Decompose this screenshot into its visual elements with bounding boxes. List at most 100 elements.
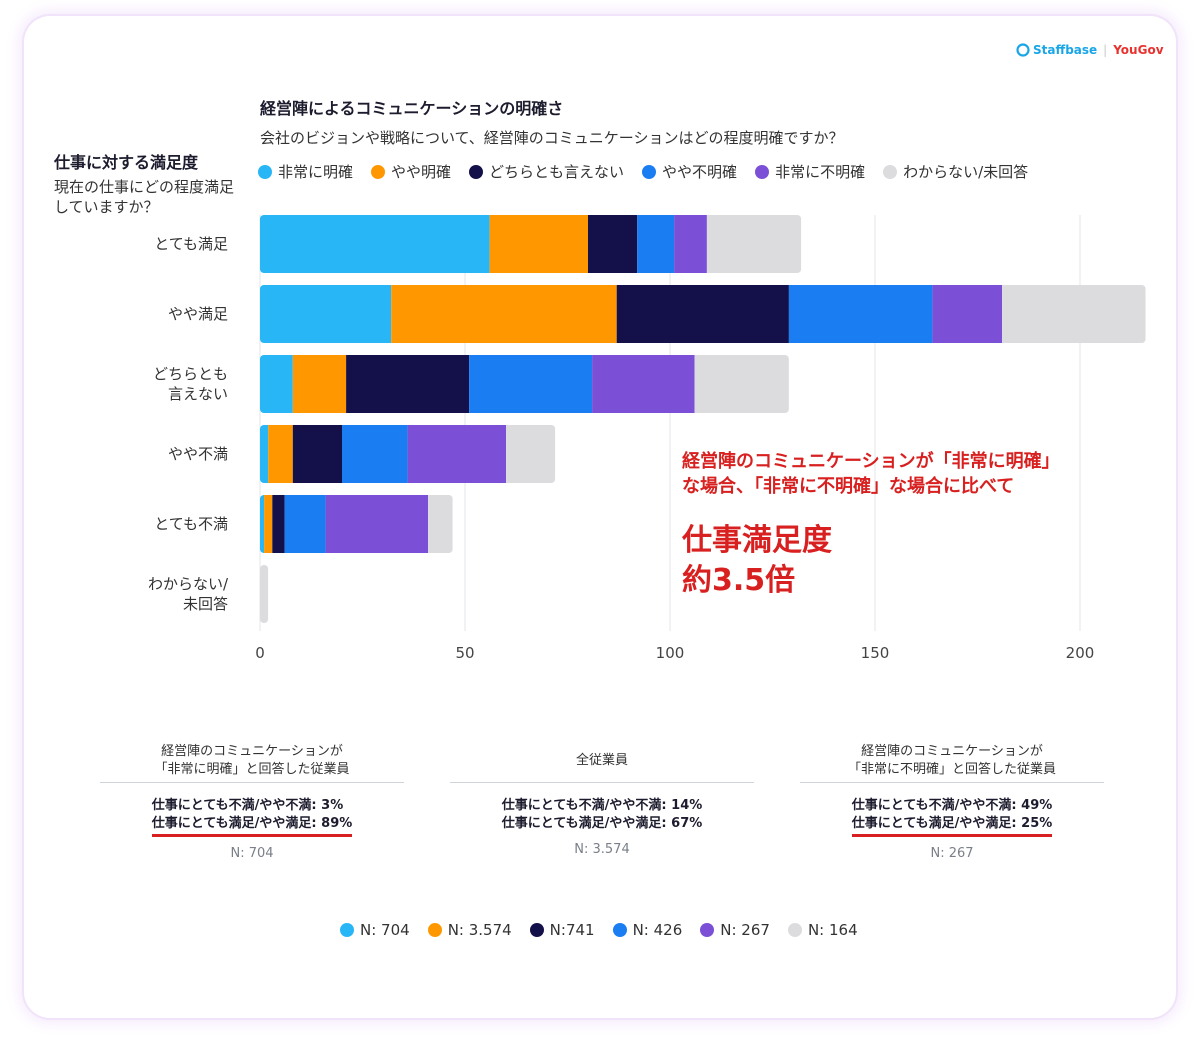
n-legend-item: N:741 (529, 921, 595, 939)
brand-logos: Staffbase | YouGov (1016, 40, 1164, 60)
n-legend-swatch (427, 923, 442, 937)
category-label: とても不満 (154, 515, 228, 533)
legend-label: どちらとも言えない (489, 163, 625, 181)
bar-segment (292, 425, 342, 483)
bar-segment (428, 495, 453, 553)
panel-header-line-1: 経営陣のコミュニケーションが (161, 744, 343, 759)
n-legend-item: N: 267 (700, 921, 770, 939)
bar-segment (489, 215, 588, 273)
legend-swatch (883, 164, 898, 179)
staffbase-name: Staffbase (1033, 43, 1098, 57)
n-legend-swatch (529, 923, 544, 937)
series-legend: 非常に明確 やや明確 どちらとも言えない やや不明確 非常に不明確 わからない/未回答 (258, 161, 1028, 182)
annotation-line-2: な場合、「非常に不明確」な場合に比べて (682, 476, 1015, 497)
panel-very-unclear: 経営陣のコミュニケーションが 「非常に不明確」と回答した従業員 仕事にとても不満… (800, 740, 1104, 861)
panel-stats: 仕事にとても不満/やや不満: 49% 仕事にとても満足/やや満足: 25% (851, 797, 1053, 837)
panel-header-line-1: 全従業員 (575, 753, 628, 768)
bar-segment (260, 565, 269, 623)
bar-segment (592, 355, 695, 413)
category-label: やや不満 (168, 445, 228, 463)
bar-segment (1002, 285, 1146, 343)
annotation-big-1: 仕事満足度 (682, 523, 832, 558)
legend-swatch (469, 164, 484, 179)
legend-item: 非常に不明確 (755, 161, 865, 182)
panel-stats: 仕事にとても不満/やや不満: 3% 仕事にとても満足/やや満足: 89% (151, 797, 353, 837)
bar-segment (706, 215, 802, 273)
x-tick-label: 150 (861, 644, 890, 662)
category-label: とても満足 (154, 235, 228, 253)
legend-label: 非常に不明確 (775, 163, 866, 181)
legend-label: わからない/未回答 (903, 163, 1029, 181)
panel-stat-satisfied: 仕事にとても満足/やや満足: 67% (501, 816, 703, 831)
y-axis-title: 仕事に対する満足度 (54, 153, 199, 172)
legend-item: やや不明確 (642, 161, 737, 182)
panel-header-line-1: 経営陣のコミュニケーションが (861, 744, 1043, 759)
panel-very-clear: 経営陣のコミュニケーションが 「非常に明確」と回答した従業員 仕事にとても不満/… (100, 740, 404, 861)
chart-card (24, 16, 1176, 1018)
panel-header: 全従業員 (450, 740, 754, 783)
category-label: どちらとも (153, 365, 228, 383)
chart-title: 経営陣によるコミュニケーションの明確さ (260, 99, 564, 118)
chart-subtitle: 会社のビジョンや戦略について、経営陣のコミュニケーションはどの程度明確ですか？ (260, 129, 844, 147)
legend-label: やや不明確 (662, 163, 738, 181)
sample-size-legend: N: 704 N: 3.574 N:741 N: 426 N: 267 N: 164 (340, 921, 858, 939)
legend-item: やや明確 (371, 161, 451, 182)
legend-item: 非常に明確 (258, 161, 353, 182)
panel-stat-dissatisfied: 仕事にとても不満/やや不満: 3% (151, 798, 344, 813)
bar-segment (325, 495, 429, 553)
bar-segment (292, 355, 347, 413)
bar-segment (268, 425, 293, 483)
n-legend-label: N: 267 (720, 921, 770, 939)
panel-stat-satisfied: 仕事にとても満足/やや満足: 25% (851, 816, 1053, 831)
category-label: やや満足 (168, 305, 228, 323)
n-legend-item: N: 426 (612, 921, 683, 939)
n-legend-label: N: 426 (632, 921, 683, 939)
n-legend-label: N: 164 (807, 921, 858, 939)
bar-segment (588, 215, 638, 273)
panel-stat-satisfied: 仕事にとても満足/やや満足: 89% (151, 816, 353, 831)
bar-segment (264, 495, 273, 553)
n-legend-item: N: 164 (787, 921, 858, 939)
n-legend-item: N: 704 (340, 921, 410, 939)
legend-swatch (642, 164, 657, 179)
legend-swatch (371, 164, 386, 179)
annotation-big-2: 約3.5倍 (682, 563, 796, 598)
bar-segment (788, 285, 933, 343)
legend-label: やや明確 (391, 163, 452, 181)
panel-stat-dissatisfied: 仕事にとても不満/やや不満: 49% (851, 798, 1053, 813)
bar-segment (260, 215, 490, 273)
bar-segment (260, 425, 269, 483)
x-tick-label: 50 (455, 644, 474, 662)
bar-segment (342, 425, 408, 483)
legend-item: わからない/未回答 (883, 161, 1028, 182)
yougov-logo: YouGov (1113, 43, 1164, 57)
panel-all-employees: 全従業員 仕事にとても不満/やや不満: 14% 仕事にとても満足/やや満足: 6… (450, 740, 754, 857)
legend-item: どちらとも言えない (469, 161, 624, 182)
bar-segment (616, 285, 789, 343)
n-legend-swatch (787, 923, 802, 937)
bar-segment (260, 285, 392, 343)
n-legend-label: N: 704 (360, 921, 410, 939)
panel-header-line-2: 「非常に明確」と回答した従業員 (154, 762, 350, 777)
panel-stat-dissatisfied: 仕事にとても不満/やや不満: 14% (501, 798, 703, 813)
n-legend-label: N:741 (549, 921, 595, 939)
staffbase-logo: Staffbase (1016, 43, 1097, 57)
logo-divider: | (1103, 43, 1108, 57)
n-legend-swatch (340, 923, 354, 937)
panel-n: N: 3.574 (574, 842, 630, 857)
panel-n: N: 704 (230, 846, 274, 861)
legend-label: 非常に明確 (278, 163, 354, 181)
bar-segment (637, 215, 675, 273)
category-label: 未回答 (183, 595, 228, 613)
n-legend-swatch (612, 923, 627, 937)
legend-swatch (755, 164, 770, 179)
bar-segment (506, 425, 556, 483)
annotation-highlight: 仕事満足度 約3.5倍 (682, 521, 1060, 601)
x-tick-label: 100 (656, 644, 685, 662)
staffbase-icon (1016, 43, 1030, 57)
panel-stats-underlined: 仕事にとても不満/やや不満: 3% 仕事にとても満足/やや満足: 89% (151, 797, 353, 837)
bar-segment (469, 355, 593, 413)
bar-segment (284, 495, 326, 553)
category-label: 言えない (168, 385, 228, 403)
bar-segment (932, 285, 1003, 343)
